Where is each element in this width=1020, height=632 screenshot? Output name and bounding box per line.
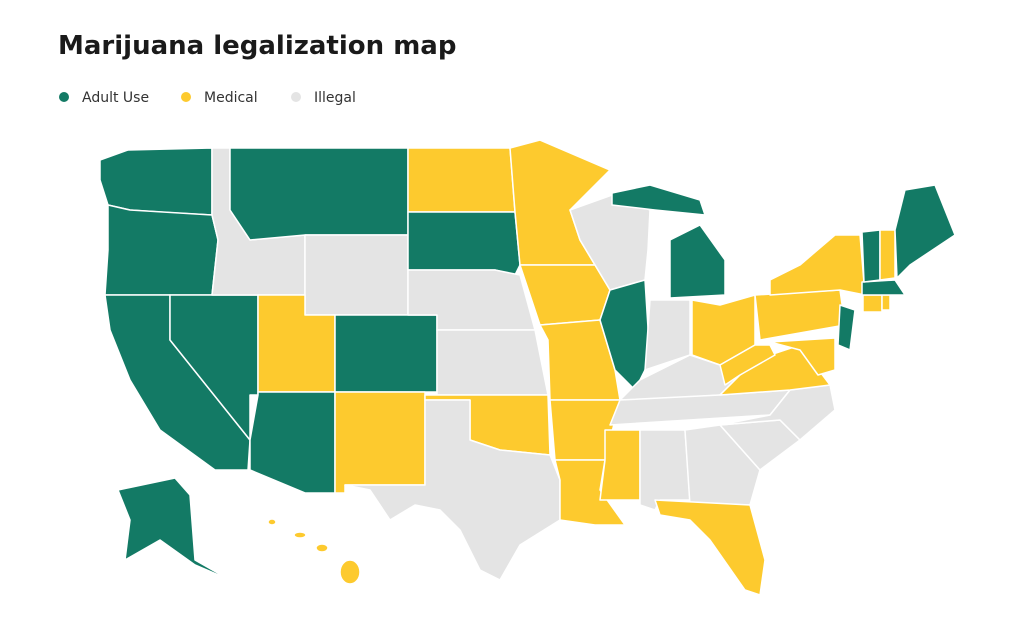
state (334, 391, 426, 494)
state (293, 531, 307, 539)
state (881, 294, 891, 311)
us-map (99, 139, 956, 596)
state (249, 391, 336, 494)
state (407, 147, 516, 213)
state (611, 184, 706, 216)
state (407, 211, 521, 276)
state (304, 234, 409, 316)
state (754, 289, 846, 341)
state (229, 147, 409, 241)
state (684, 424, 761, 506)
state (267, 518, 277, 526)
state (719, 384, 836, 441)
state (769, 234, 866, 296)
state (861, 279, 906, 296)
state (862, 294, 883, 313)
state (315, 543, 329, 553)
legend-label: Adult Use (82, 90, 149, 106)
state (99, 147, 213, 216)
state (719, 344, 776, 386)
legend-label: Medical (204, 90, 258, 106)
state (599, 429, 641, 501)
state (669, 224, 726, 299)
state (344, 399, 561, 581)
state (894, 184, 956, 279)
legend-swatch (291, 92, 301, 102)
title: Marijuana legalization map (58, 31, 456, 61)
legend-label: Illegal (314, 90, 356, 106)
state (104, 204, 219, 296)
state (117, 477, 231, 581)
state (436, 329, 549, 396)
state (861, 229, 881, 283)
state (334, 314, 438, 393)
state (339, 559, 361, 585)
state (879, 229, 896, 281)
state (769, 337, 836, 376)
state (654, 499, 766, 596)
legend-swatch (181, 92, 191, 102)
state (519, 264, 611, 326)
legend: Adult Use Medical Illegal (59, 90, 356, 106)
state (639, 429, 691, 511)
legend-swatch (59, 92, 69, 102)
state (837, 304, 856, 351)
